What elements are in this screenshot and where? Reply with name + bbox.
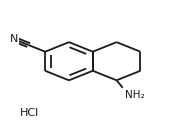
Text: N: N xyxy=(10,34,18,44)
Text: NH₂: NH₂ xyxy=(125,90,144,100)
Text: HCl: HCl xyxy=(20,108,39,118)
